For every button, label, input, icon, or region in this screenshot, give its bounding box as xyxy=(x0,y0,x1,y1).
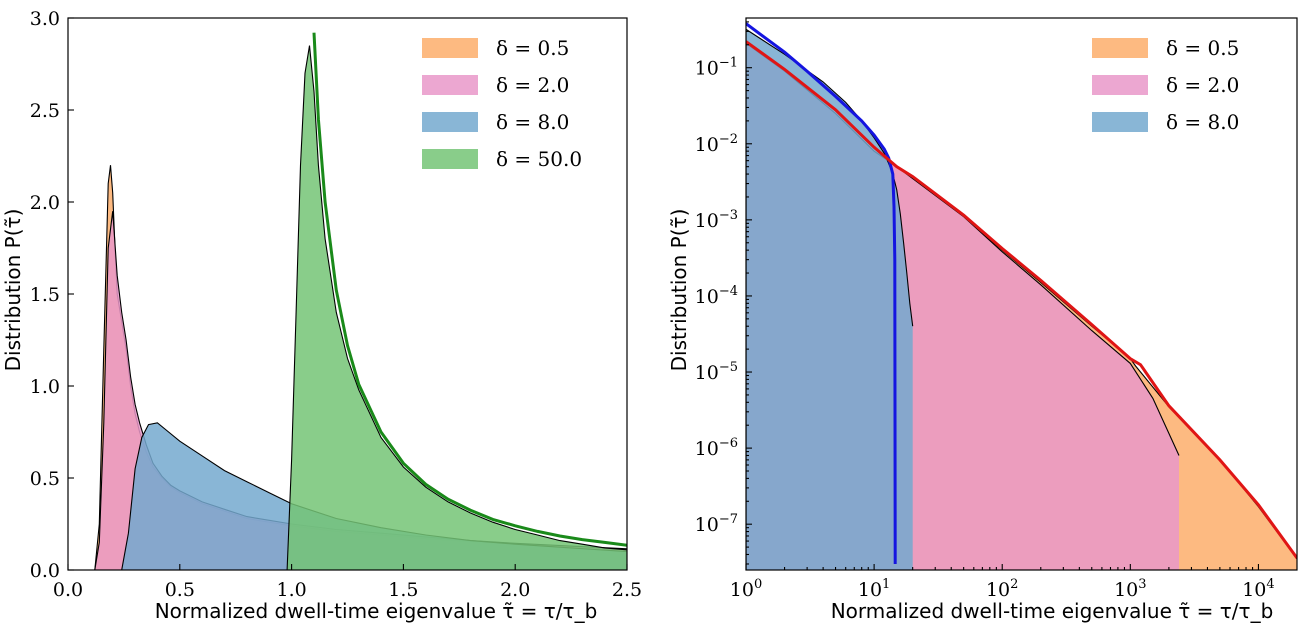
plot-frame xyxy=(745,17,1298,571)
y-tick-label: 2.5 xyxy=(30,100,60,122)
legend-swatch xyxy=(422,112,478,132)
y-tick-label: 0.5 xyxy=(30,468,60,490)
legend-label: δ = 0.5 xyxy=(496,36,569,60)
legend-swatch xyxy=(422,149,478,169)
theory-curve-0 xyxy=(312,32,627,547)
hist-series-2 xyxy=(121,422,627,570)
y-tick-label: 10−2 xyxy=(695,132,738,156)
x-tick-label: 2.5 xyxy=(612,579,642,601)
legend-swatch xyxy=(1092,75,1148,95)
x-tick-label: 102 xyxy=(986,577,1018,601)
theory-curve-1 xyxy=(746,40,1297,559)
legend-label: δ = 0.5 xyxy=(1166,36,1239,60)
x-axis-label: Normalized dwell-time eigenvalue τ̃ = τ/… xyxy=(831,599,1274,623)
legend-swatch xyxy=(422,75,478,95)
y-tick-label: 3.0 xyxy=(30,8,60,30)
chart-panel-left: 0.0 0.5 1.0 1.5 2.0 2.5 0.0 0.5 1.0 1.5 2.0 2.5 3.0 N… xyxy=(1,8,642,623)
x-tick-label: 100 xyxy=(730,577,762,601)
y-tick-label: 1.0 xyxy=(30,376,60,398)
hist-series-2 xyxy=(746,29,913,570)
y-tick-label: 10−5 xyxy=(695,360,738,384)
x-tick-label: 0.0 xyxy=(53,579,83,601)
x-tick-label: 0.5 xyxy=(165,579,195,601)
legend-label: δ = 8.0 xyxy=(1166,110,1239,134)
y-tick-label: 10−4 xyxy=(695,284,738,308)
y-tick-label: 10−6 xyxy=(695,436,738,460)
y-tick-label: 2.0 xyxy=(30,192,60,214)
x-tick-label: 2.0 xyxy=(500,579,530,601)
hist-outline-3 xyxy=(286,45,627,570)
hist-series-3 xyxy=(287,45,627,570)
y-tick-label: 10−1 xyxy=(695,56,738,80)
y-axis-label: Distribution P(τ̃) xyxy=(1,209,25,372)
chart-panel-right: 100 101 102 103 104 10−7 10−6 10−5 10−4 10−3 10−2 1… xyxy=(667,17,1298,623)
x-tick-label: 101 xyxy=(858,577,890,601)
theory-curve-0 xyxy=(746,22,897,565)
y-tick-label: 1.5 xyxy=(30,284,60,306)
legend-label: δ = 2.0 xyxy=(1166,73,1239,97)
x-tick-label: 103 xyxy=(1114,577,1146,601)
x-tick-label: 1.5 xyxy=(388,579,418,601)
y-tick-label: 10−7 xyxy=(695,512,738,536)
legend-label: δ = 8.0 xyxy=(496,110,569,134)
legend-swatch xyxy=(1092,112,1148,132)
x-tick-label: 104 xyxy=(1242,577,1274,601)
legend-label: δ = 50.0 xyxy=(496,147,582,171)
y-tick-label: 0.0 xyxy=(30,560,60,582)
y-tick-label: 10−3 xyxy=(695,208,738,232)
y-axis-label: Distribution P(τ̃) xyxy=(667,209,691,372)
x-axis-label: Normalized dwell-time eigenvalue τ̃ = τ/… xyxy=(155,599,598,623)
legend-swatch xyxy=(1092,38,1148,58)
x-tick-label: 1.0 xyxy=(276,579,306,601)
legend-label: δ = 2.0 xyxy=(496,73,569,97)
legend-swatch xyxy=(422,38,478,58)
